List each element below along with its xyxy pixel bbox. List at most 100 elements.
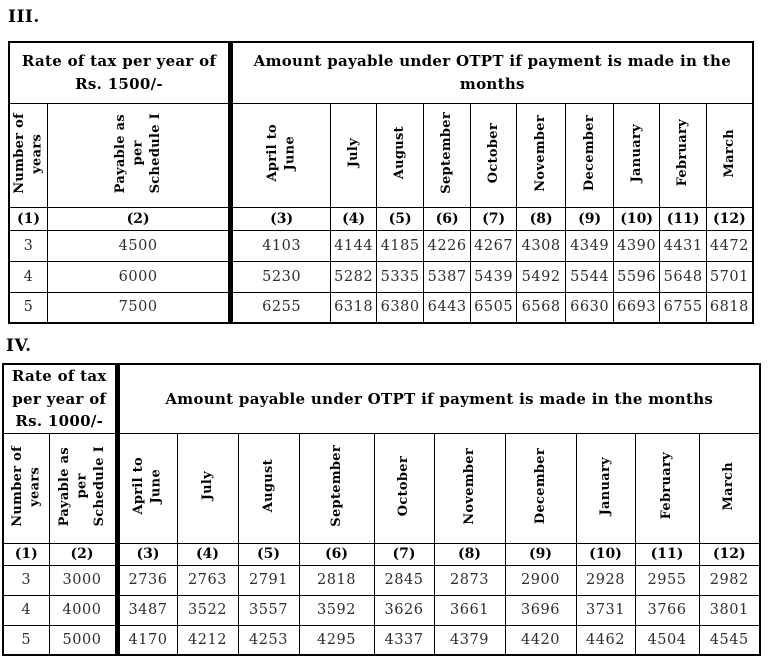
rate-of-tax-header-cell: Rate of tax per year of Rs. 1000/-: [2, 363, 118, 434]
data-cell: 4308: [516, 229, 567, 262]
data-cell: 4472: [706, 229, 754, 262]
table-row: (1) (2) (3) (4) (5) (6) (7) (8) (9) (10) (11) (12): [8, 206, 754, 231]
data-cell: 5335: [376, 260, 425, 293]
data-cell: 2818: [298, 564, 375, 596]
rotated-header-text: April to June: [131, 457, 164, 515]
years-cell: 3: [2, 564, 50, 596]
col-header-cell-february: February: [634, 432, 700, 544]
data-cell: 5439: [470, 260, 518, 293]
data-cell: 2763: [176, 564, 239, 596]
rotated-header-text: August: [392, 126, 408, 180]
col-header-cell-april-to-june: April to June: [228, 102, 332, 208]
data-cell: 4504: [634, 624, 700, 656]
data-cell: 5000: [48, 624, 118, 656]
col-header-cell-number-of-years: Number of years: [8, 102, 49, 208]
data-cell: 4337: [373, 624, 435, 656]
data-cell: 3801: [698, 594, 761, 626]
col-number-cell: (7): [373, 542, 435, 566]
data-cell: 4390: [613, 229, 661, 262]
rotated-header-text: September: [439, 112, 455, 194]
col-header-cell-october: October: [470, 102, 518, 208]
amount-payable-header-cell: Amount payable under OTPT if payment is …: [114, 363, 761, 434]
data-cell: 4103: [228, 229, 332, 262]
col-header-cell-september: September: [298, 432, 375, 544]
data-cell: 2845: [373, 564, 435, 596]
col-header-cell-march: March: [698, 432, 761, 544]
col-header-cell-november: November: [433, 432, 506, 544]
years-cell: 3: [8, 229, 49, 262]
table-row: Number of years Payable as per Schedule I…: [2, 432, 761, 544]
section-label-iv: IV.: [6, 336, 32, 356]
data-cell: 4545: [698, 624, 761, 656]
rotated-header-text: December: [532, 447, 548, 525]
table-row: Rate of tax per year of Rs. 1000/- Amount…: [2, 363, 761, 434]
data-cell: 3522: [176, 594, 239, 626]
col-number-cell: (12): [706, 206, 754, 231]
table-row: 4 4000 3487 3522 3557 3592 3626 3661 3696 3731 376…: [2, 594, 761, 626]
table-row: Number of years Payable as per Schedule I…: [8, 102, 754, 208]
data-cell: 6568: [516, 291, 567, 324]
data-cell: 6318: [330, 291, 378, 324]
col-number-cell: (8): [516, 206, 567, 231]
data-cell: 4185: [376, 229, 425, 262]
data-cell: 4253: [237, 624, 300, 656]
rotated-header-text: February: [659, 452, 675, 520]
rotated-header-text: August: [260, 459, 276, 513]
col-header-cell-august: August: [237, 432, 300, 544]
data-cell: 5544: [565, 260, 615, 293]
rotated-header-text: March: [721, 128, 737, 178]
data-cell: 4420: [504, 624, 577, 656]
data-cell: 5230: [228, 260, 332, 293]
col-number-cell: (3): [114, 542, 178, 566]
rotated-header-text: April to June: [265, 124, 298, 182]
col-number-cell: (10): [575, 542, 636, 566]
data-cell: 2955: [634, 564, 700, 596]
data-cell: 2900: [504, 564, 577, 596]
data-cell: 7500: [47, 291, 232, 324]
table-row: 3 4500 4103 4144 4185 4226 4267 4308 4349 4390 443…: [8, 229, 754, 262]
rotated-header-text: Number of years: [12, 112, 45, 194]
col-header-cell-december: December: [504, 432, 577, 544]
col-header-cell-september: September: [423, 102, 472, 208]
col-number-cell: (5): [237, 542, 300, 566]
rate-of-tax-header-cell: Rate of tax per year of Rs. 1500/-: [8, 41, 232, 104]
col-number-cell: (2): [48, 542, 118, 566]
table-row: 5 7500 6255 6318 6380 6443 6505 6568 6630 6693 675…: [8, 291, 754, 324]
years-cell: 5: [2, 624, 50, 656]
col-number-cell: (4): [176, 542, 239, 566]
data-cell: 5648: [659, 260, 708, 293]
data-cell: 3661: [433, 594, 506, 626]
data-cell: 4144: [330, 229, 378, 262]
data-cell: 4349: [565, 229, 615, 262]
data-cell: 2873: [433, 564, 506, 596]
years-cell: 5: [8, 291, 49, 324]
col-number-cell: (10): [613, 206, 661, 231]
data-cell: 3731: [575, 594, 636, 626]
data-cell: 4295: [298, 624, 375, 656]
data-cell: 4462: [575, 624, 636, 656]
col-header-cell-july: July: [176, 432, 239, 544]
rotated-header-text: February: [675, 119, 691, 187]
col-header-cell-november: November: [516, 102, 567, 208]
col-number-cell: (3): [228, 206, 332, 231]
col-number-cell: (9): [565, 206, 615, 231]
data-cell: 5701: [706, 260, 754, 293]
rotated-header-text: October: [485, 122, 501, 184]
data-cell: 3766: [634, 594, 700, 626]
data-cell: 4379: [433, 624, 506, 656]
data-cell: 6443: [423, 291, 472, 324]
table-row: Rate of tax per year of Rs. 1500/- Amount…: [8, 41, 754, 104]
table-row: 5 5000 4170 4212 4253 4295 4337 4379 4420 4462 450…: [2, 624, 761, 656]
data-cell: 4267: [470, 229, 518, 262]
data-cell: 4212: [176, 624, 239, 656]
rotated-header-text: Payable as per Schedule I: [112, 112, 163, 194]
table-row: 3 3000 2736 2763 2791 2818 2845 2873 2900 2928 295…: [2, 564, 761, 596]
data-cell: 5387: [423, 260, 472, 293]
rotated-header-text: January: [597, 456, 613, 516]
rotated-header-text: December: [581, 114, 597, 192]
col-number-cell: (2): [47, 206, 232, 231]
col-number-cell: (1): [2, 542, 50, 566]
table-row: 4 6000 5230 5282 5335 5387 5439 5492 5544 5596 564…: [8, 260, 754, 293]
col-header-cell-march: March: [706, 102, 754, 208]
rotated-header-text: July: [199, 471, 215, 501]
